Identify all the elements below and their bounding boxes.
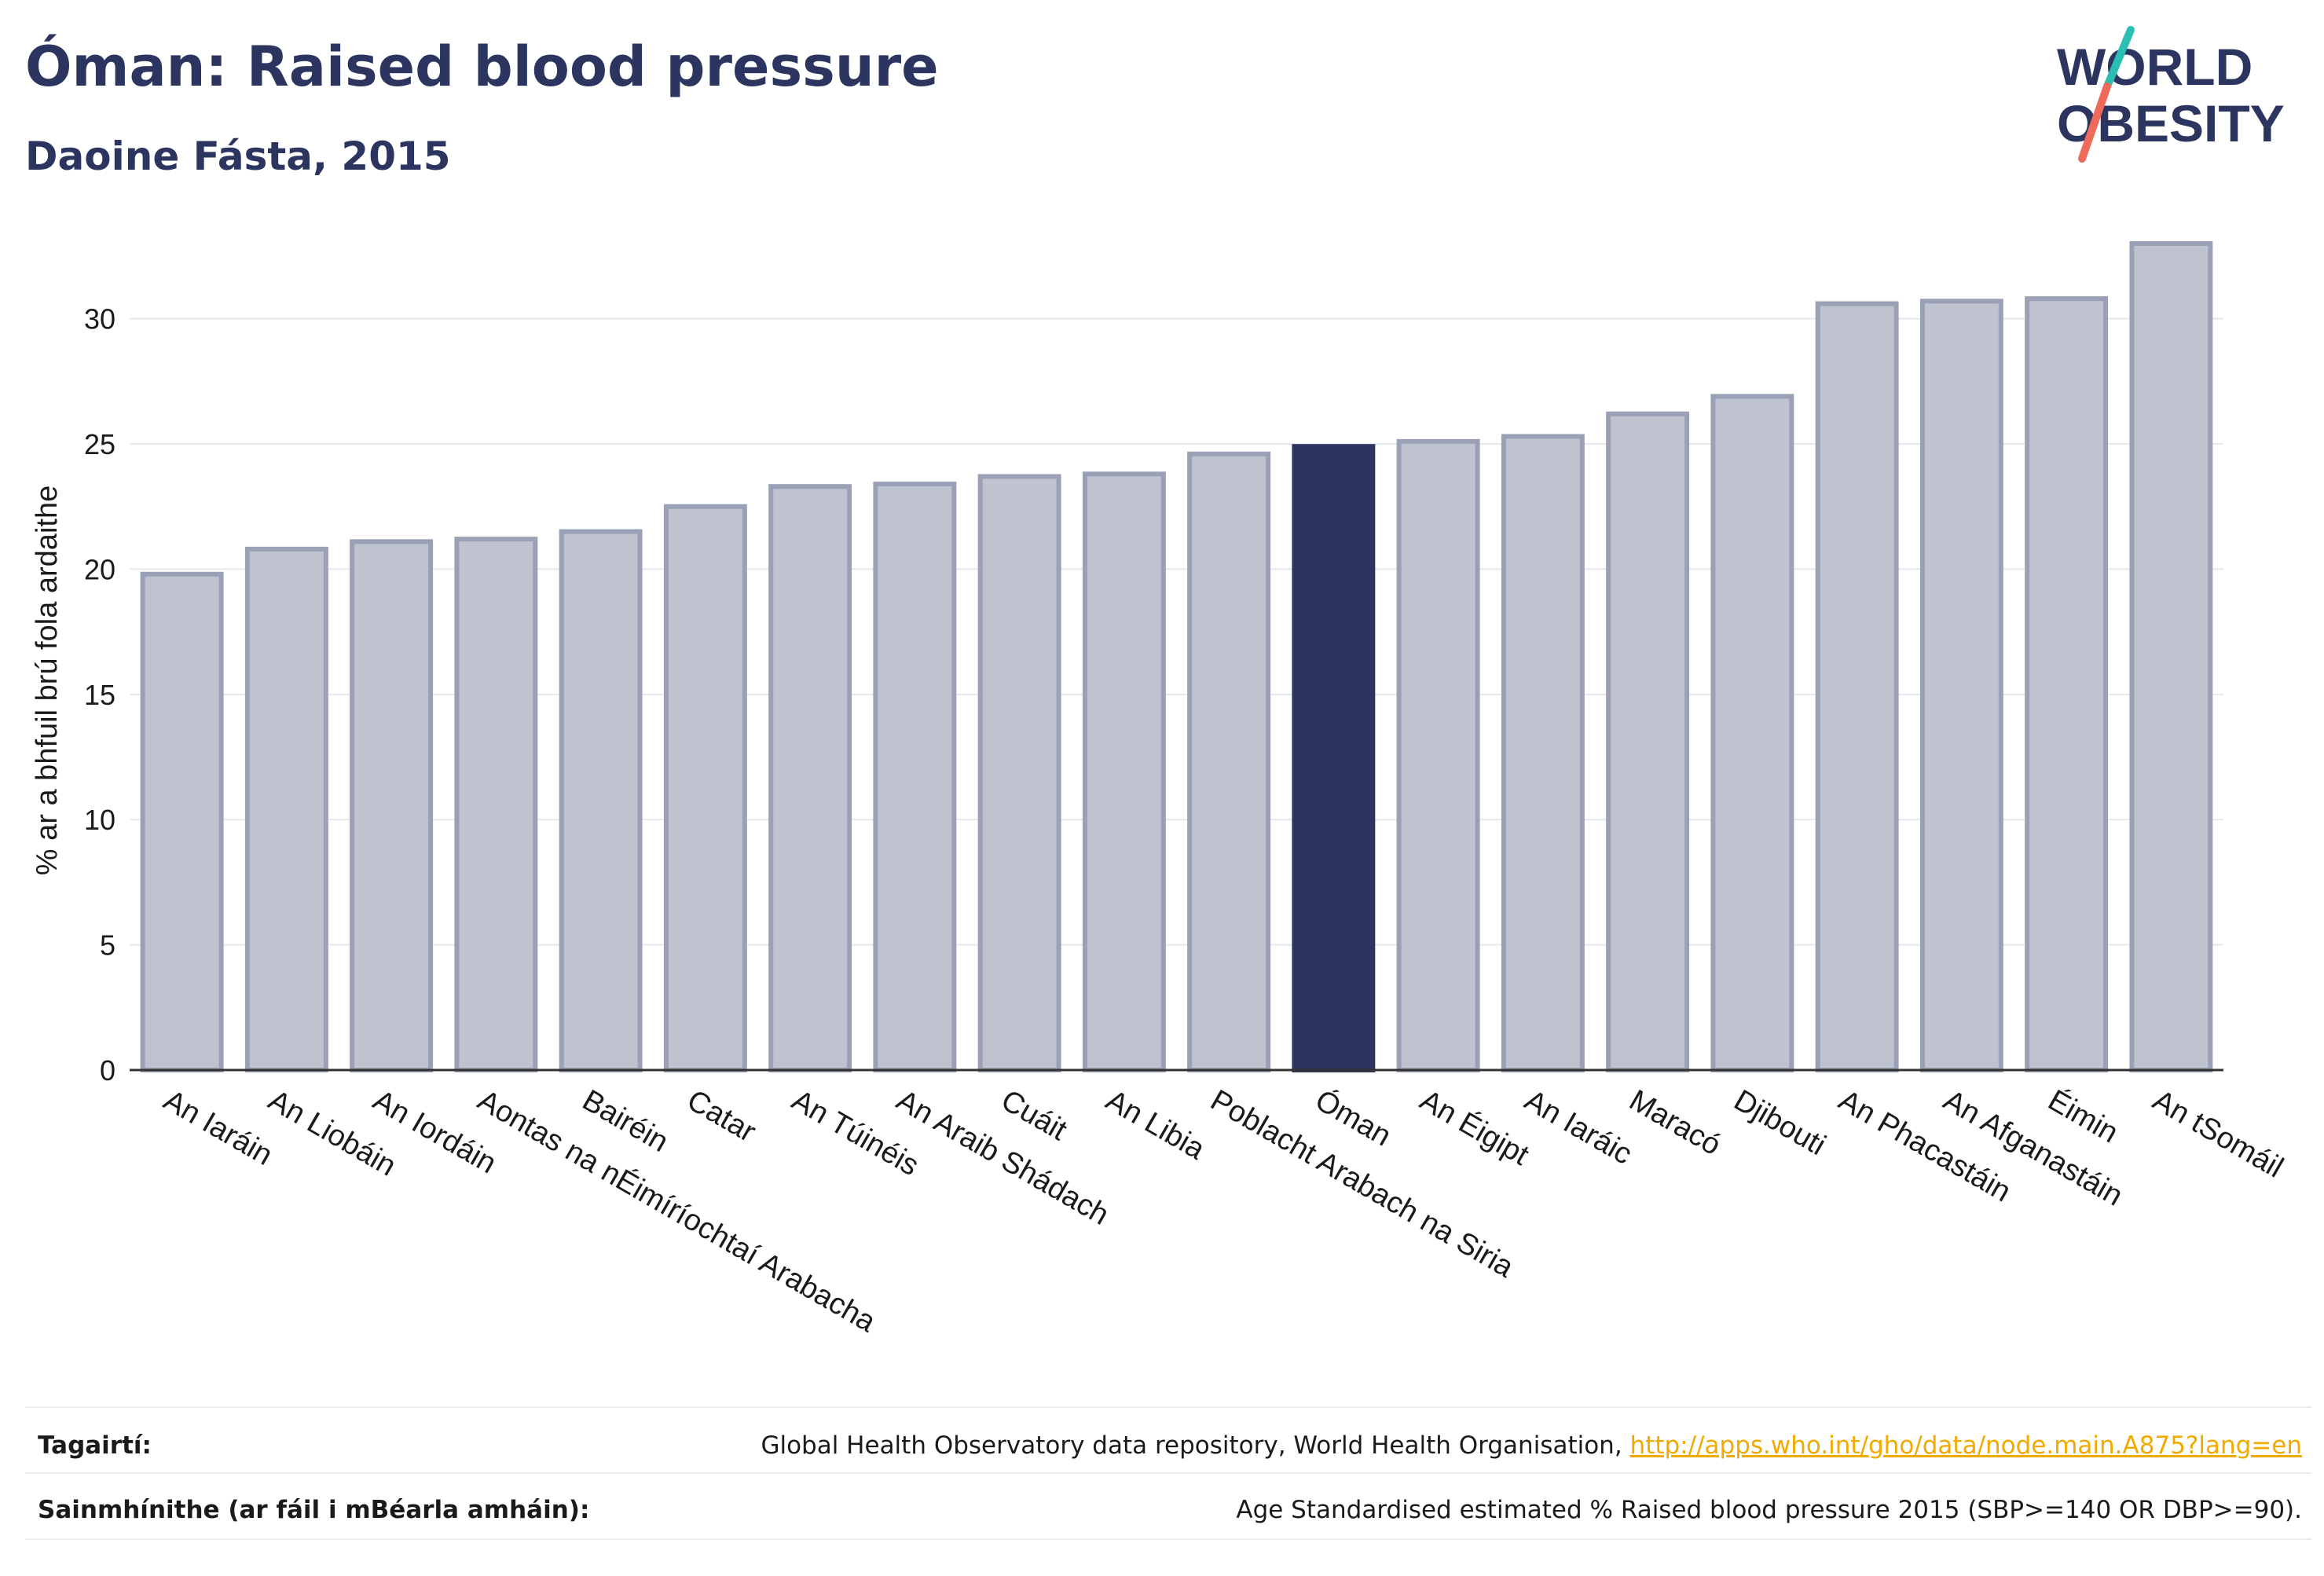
- footer-divider-top: [25, 1406, 2311, 1408]
- bar: [1396, 438, 1480, 1072]
- bar: [1501, 434, 1585, 1072]
- references-link[interactable]: http://apps.who.int/gho/data/node.main.A…: [1629, 1431, 2302, 1460]
- bar: [1292, 444, 1376, 1072]
- y-axis-label: % ar a bhfuil brú fola ardaithe: [31, 486, 64, 875]
- definitions-value: Age Standardised estimated % Raised bloo…: [1236, 1496, 2302, 1524]
- bar: [2025, 296, 2109, 1072]
- bar: [977, 474, 1061, 1072]
- bar: [559, 529, 643, 1072]
- y-tick-label: 25: [84, 428, 115, 460]
- x-tick-label: An Iaráic: [1519, 1083, 1637, 1171]
- chart-title: Óman: Raised blood pressure: [25, 35, 939, 99]
- y-tick-label: 30: [84, 303, 115, 335]
- bar: [244, 546, 328, 1072]
- footer-divider-bottom: [25, 1538, 2311, 1540]
- x-tick-label: Djibouti: [1728, 1083, 1831, 1162]
- bar: [663, 504, 747, 1072]
- bar: [2129, 241, 2213, 1072]
- references-text: Global Health Observatory data repositor…: [761, 1431, 1630, 1460]
- x-tick-label: An Iaráin: [158, 1083, 278, 1171]
- bar: [1919, 299, 2003, 1072]
- world-obesity-logo: WORLD OBESITY: [2057, 26, 2285, 163]
- x-tick-label: An Phacastáin: [1833, 1083, 2016, 1208]
- x-tick-label: An Éigipt: [1414, 1083, 1535, 1173]
- gridlines: [130, 317, 2223, 946]
- x-tick-label: An Afganastáin: [1937, 1083, 2128, 1212]
- footer-divider-middle: [25, 1472, 2311, 1474]
- x-tick-label: Maracó: [1624, 1083, 1727, 1162]
- bar: [768, 484, 852, 1072]
- bar: [1082, 471, 1166, 1072]
- y-tick-label: 5: [100, 929, 115, 962]
- y-tick-label: 0: [100, 1054, 115, 1087]
- references-label: Tagairtí:: [38, 1431, 152, 1460]
- bar: [1606, 411, 1690, 1072]
- chart-subtitle: Daoine Fásta, 2015: [25, 134, 451, 179]
- bar: [873, 482, 957, 1072]
- bar: [1815, 301, 1899, 1072]
- bar: [1187, 451, 1271, 1072]
- logo-slash-teal: [2103, 26, 2135, 90]
- x-tick-label: Cuáit: [995, 1083, 1072, 1147]
- definitions-label: Sainmhínithe (ar fáil i mBéarla amháin):: [38, 1496, 590, 1524]
- y-tick-label: 20: [84, 553, 115, 585]
- bar: [140, 571, 224, 1072]
- x-tick-label: Éimin: [2043, 1083, 2124, 1150]
- bar: [454, 537, 538, 1072]
- bar: [350, 539, 434, 1072]
- x-tick-label: Catar: [681, 1083, 761, 1149]
- logo-word-world: WORLD: [2057, 38, 2253, 96]
- references-value: Global Health Observatory data repositor…: [761, 1431, 2302, 1460]
- x-tick-label: An tSomáil: [2147, 1083, 2289, 1184]
- bars: [140, 241, 2213, 1072]
- bar: [1710, 394, 1794, 1072]
- y-tick-label: 15: [84, 679, 115, 711]
- logo-slash-coral: [2078, 82, 2111, 163]
- y-tick-label: 10: [84, 804, 115, 836]
- x-tick-label: An Libia: [1100, 1083, 1211, 1166]
